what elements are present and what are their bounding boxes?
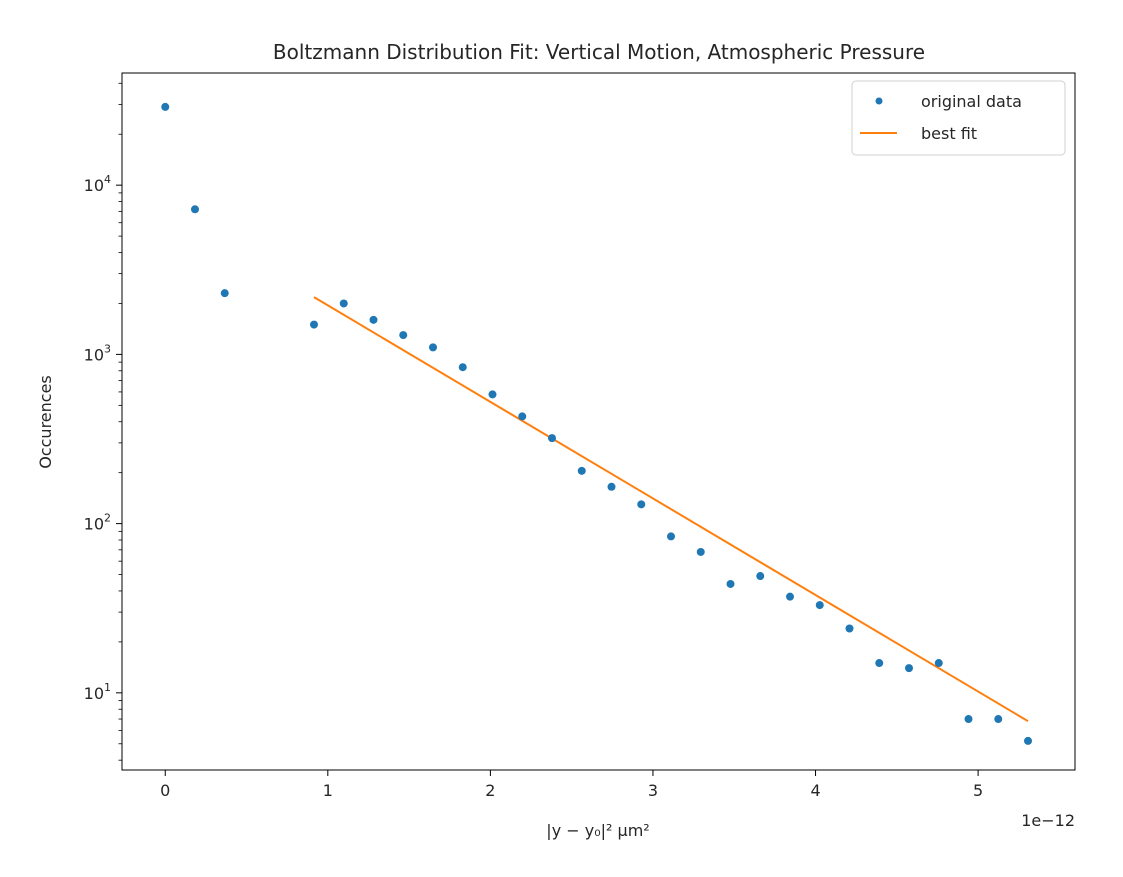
chart-title: Boltzmann Distribution Fit: Vertical Mot…	[273, 40, 925, 64]
data-point	[190, 205, 199, 214]
data-point	[964, 715, 973, 724]
data-point	[577, 466, 586, 475]
data-point	[994, 715, 1003, 724]
data-point	[458, 363, 467, 372]
data-point	[488, 390, 497, 399]
y-tick-label: 104	[84, 173, 111, 195]
x-offset-label: 1e−12	[1021, 811, 1075, 830]
data-point	[1024, 736, 1033, 745]
x-tick-label: 0	[160, 781, 170, 800]
x-axis-label: |y − y₀|² µm²	[546, 821, 649, 840]
data-point	[309, 320, 318, 329]
data-point	[756, 572, 765, 581]
data-point	[905, 664, 914, 673]
y-tick-label: 101	[84, 681, 111, 703]
data-point	[399, 331, 408, 340]
y-axis-ticks: 101 102 103 104	[84, 82, 122, 761]
x-tick-label: 1	[323, 781, 333, 800]
data-point	[518, 412, 527, 421]
data-point	[369, 315, 378, 324]
y-tick-label: 103	[84, 342, 111, 364]
y-axis-label: Occurences	[36, 375, 55, 469]
y-tick-label: 102	[84, 512, 111, 534]
legend-label-original-data: original data	[921, 92, 1022, 111]
legend: original data best fit	[851, 80, 1066, 156]
data-point	[786, 592, 795, 601]
legend-box	[851, 80, 1066, 156]
data-point	[637, 500, 646, 509]
data-point	[220, 289, 229, 298]
legend-label-best-fit: best fit	[921, 124, 977, 143]
data-point	[339, 299, 348, 308]
x-tick-label: 3	[648, 781, 658, 800]
data-point	[726, 579, 735, 588]
x-tick-label: 2	[485, 781, 495, 800]
plot-area	[122, 73, 1075, 770]
data-point	[845, 624, 854, 633]
x-tick-label: 5	[973, 781, 983, 800]
series-layer	[161, 102, 1033, 745]
y-tick-exponent: 4	[104, 173, 111, 186]
x-tick-label: 4	[810, 781, 820, 800]
plot-frame	[121, 72, 1076, 771]
data-point	[161, 102, 170, 111]
data-point	[667, 532, 676, 541]
best-fit-line	[313, 296, 1029, 723]
data-point	[429, 343, 438, 352]
data-point	[607, 482, 616, 491]
data-point	[815, 601, 824, 610]
data-point	[875, 659, 884, 668]
legend-marker-original-data	[875, 97, 883, 105]
data-point	[548, 434, 557, 443]
y-tick-exponent: 2	[104, 512, 111, 525]
y-tick-exponent: 3	[104, 342, 111, 355]
x-axis-ticks: 0 1 2 3 4 5	[160, 770, 983, 800]
data-point	[934, 659, 943, 668]
y-tick-exponent: 1	[104, 681, 111, 694]
data-point	[696, 547, 705, 556]
